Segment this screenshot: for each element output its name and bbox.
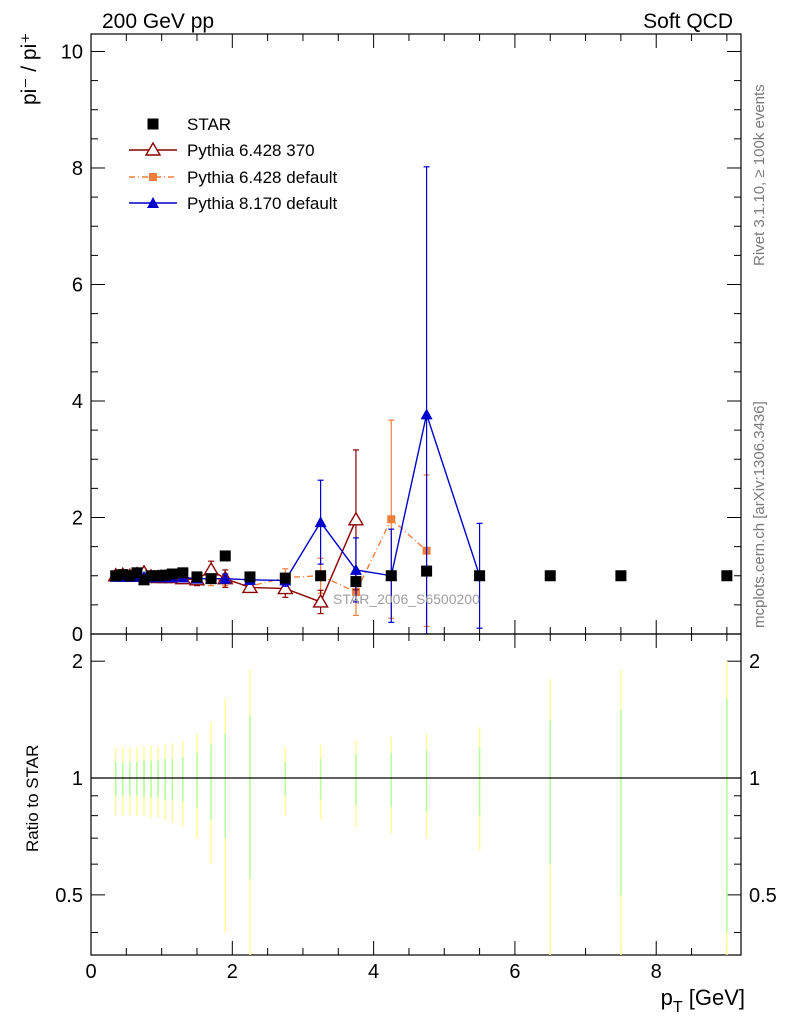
legend-label: Pythia 6.428 370	[187, 141, 315, 160]
data-point	[349, 563, 362, 575]
series-star	[110, 550, 733, 588]
legend-item: STAR	[147, 115, 231, 134]
legend: STAR Pythia 6.428 370 Pythia 6.428 default…	[129, 115, 338, 213]
ratio-y-tick-label-right: 0.5	[749, 885, 777, 907]
data-point	[277, 580, 294, 595]
data-point	[138, 574, 150, 586]
main-y-axis-label: pi⁻ / pi⁺	[18, 33, 41, 105]
legend-marker	[144, 141, 162, 156]
data-point	[474, 570, 486, 582]
main-y-tick-label: 6	[72, 274, 83, 296]
data-point	[244, 571, 256, 583]
legend-item: Pythia 6.428 default	[129, 168, 338, 187]
data-point	[159, 569, 171, 581]
main-y-tick-label: 8	[72, 158, 83, 180]
data-point	[387, 515, 396, 524]
main-panel: 0 2 4 6 8 10	[61, 33, 742, 955]
header-left: 200 GeV pp	[102, 10, 214, 33]
legend-item: Pythia 8.170 default	[129, 194, 338, 213]
data-point	[124, 570, 136, 582]
series-pythia-8-170-default	[109, 166, 486, 635]
series-line	[115, 519, 357, 603]
series-pythia-6-428-370	[107, 449, 365, 615]
legend-item: Pythia 6.428 370	[129, 141, 315, 160]
header-right: Soft QCD	[643, 10, 733, 33]
ratio-y-axis-label: Ratio to STAR	[23, 745, 42, 852]
data-point	[177, 567, 189, 579]
data-point	[312, 593, 329, 608]
legend-label: STAR	[187, 115, 231, 134]
data-point	[145, 570, 157, 582]
main-y-tick-label: 10	[61, 41, 83, 63]
legend-marker	[149, 173, 157, 181]
legend-marker	[147, 118, 159, 130]
data-point	[314, 516, 327, 528]
data-point	[191, 571, 203, 583]
data-point	[152, 570, 164, 582]
data-point	[721, 570, 733, 582]
data-point	[117, 569, 129, 581]
data-point	[385, 570, 397, 582]
main-y-tick-label: 4	[72, 391, 83, 413]
main-y-tick-label: 0	[72, 624, 83, 646]
data-point	[544, 570, 556, 582]
ratio-y-tick-label-right: 1	[749, 768, 760, 790]
data-point	[241, 579, 259, 594]
main-y-tick-label: 2	[72, 507, 83, 529]
data-point	[420, 408, 433, 420]
series-line	[115, 411, 481, 582]
legend-marker	[147, 197, 159, 208]
x-tick-label: 6	[509, 961, 520, 983]
ratio-y-tick-label-left: 0.5	[55, 885, 83, 907]
x-axis-label: pT [GeV]	[661, 985, 745, 1016]
data-point	[315, 570, 327, 582]
data-point	[347, 511, 365, 526]
x-tick-label: 4	[368, 961, 379, 983]
ratio-frame-border	[90, 633, 742, 956]
data-point	[279, 572, 291, 584]
data-point	[166, 568, 178, 580]
rivet-label: Rivet 3.1.10, ≥ 100k events	[751, 84, 768, 266]
x-tick-label: 0	[85, 961, 96, 983]
analysis-watermark: STAR_2006_S6500200	[333, 591, 480, 607]
data-point	[110, 570, 122, 582]
data-point	[131, 567, 143, 579]
ratio-plot-content	[91, 661, 741, 955]
data-point	[219, 550, 231, 562]
legend-label: Pythia 8.170 default	[187, 194, 338, 213]
data-point	[421, 565, 433, 577]
ratio-y-tick-label-right: 2	[749, 651, 760, 673]
data-point	[219, 572, 232, 584]
data-point	[205, 573, 217, 585]
x-tick-label: 8	[651, 961, 662, 983]
main-plot-content	[107, 166, 733, 635]
ratio-panel: 0.5 0.5 1 1 2 2 0 2 4 6 8	[55, 633, 777, 983]
data-point	[350, 576, 362, 588]
ratio-y-tick-label-left: 2	[72, 651, 83, 673]
x-tick-label: 2	[227, 961, 238, 983]
mcplots-label: mcplots.cern.ch [arXiv:1306.3436]	[751, 401, 768, 628]
legend-label: Pythia 6.428 default	[187, 168, 338, 187]
ratio-y-tick-label-left: 1	[72, 768, 83, 790]
data-point	[615, 570, 627, 582]
